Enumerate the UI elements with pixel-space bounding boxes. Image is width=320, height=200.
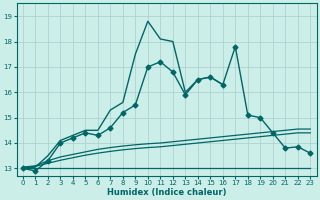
X-axis label: Humidex (Indice chaleur): Humidex (Indice chaleur) [107,188,226,197]
